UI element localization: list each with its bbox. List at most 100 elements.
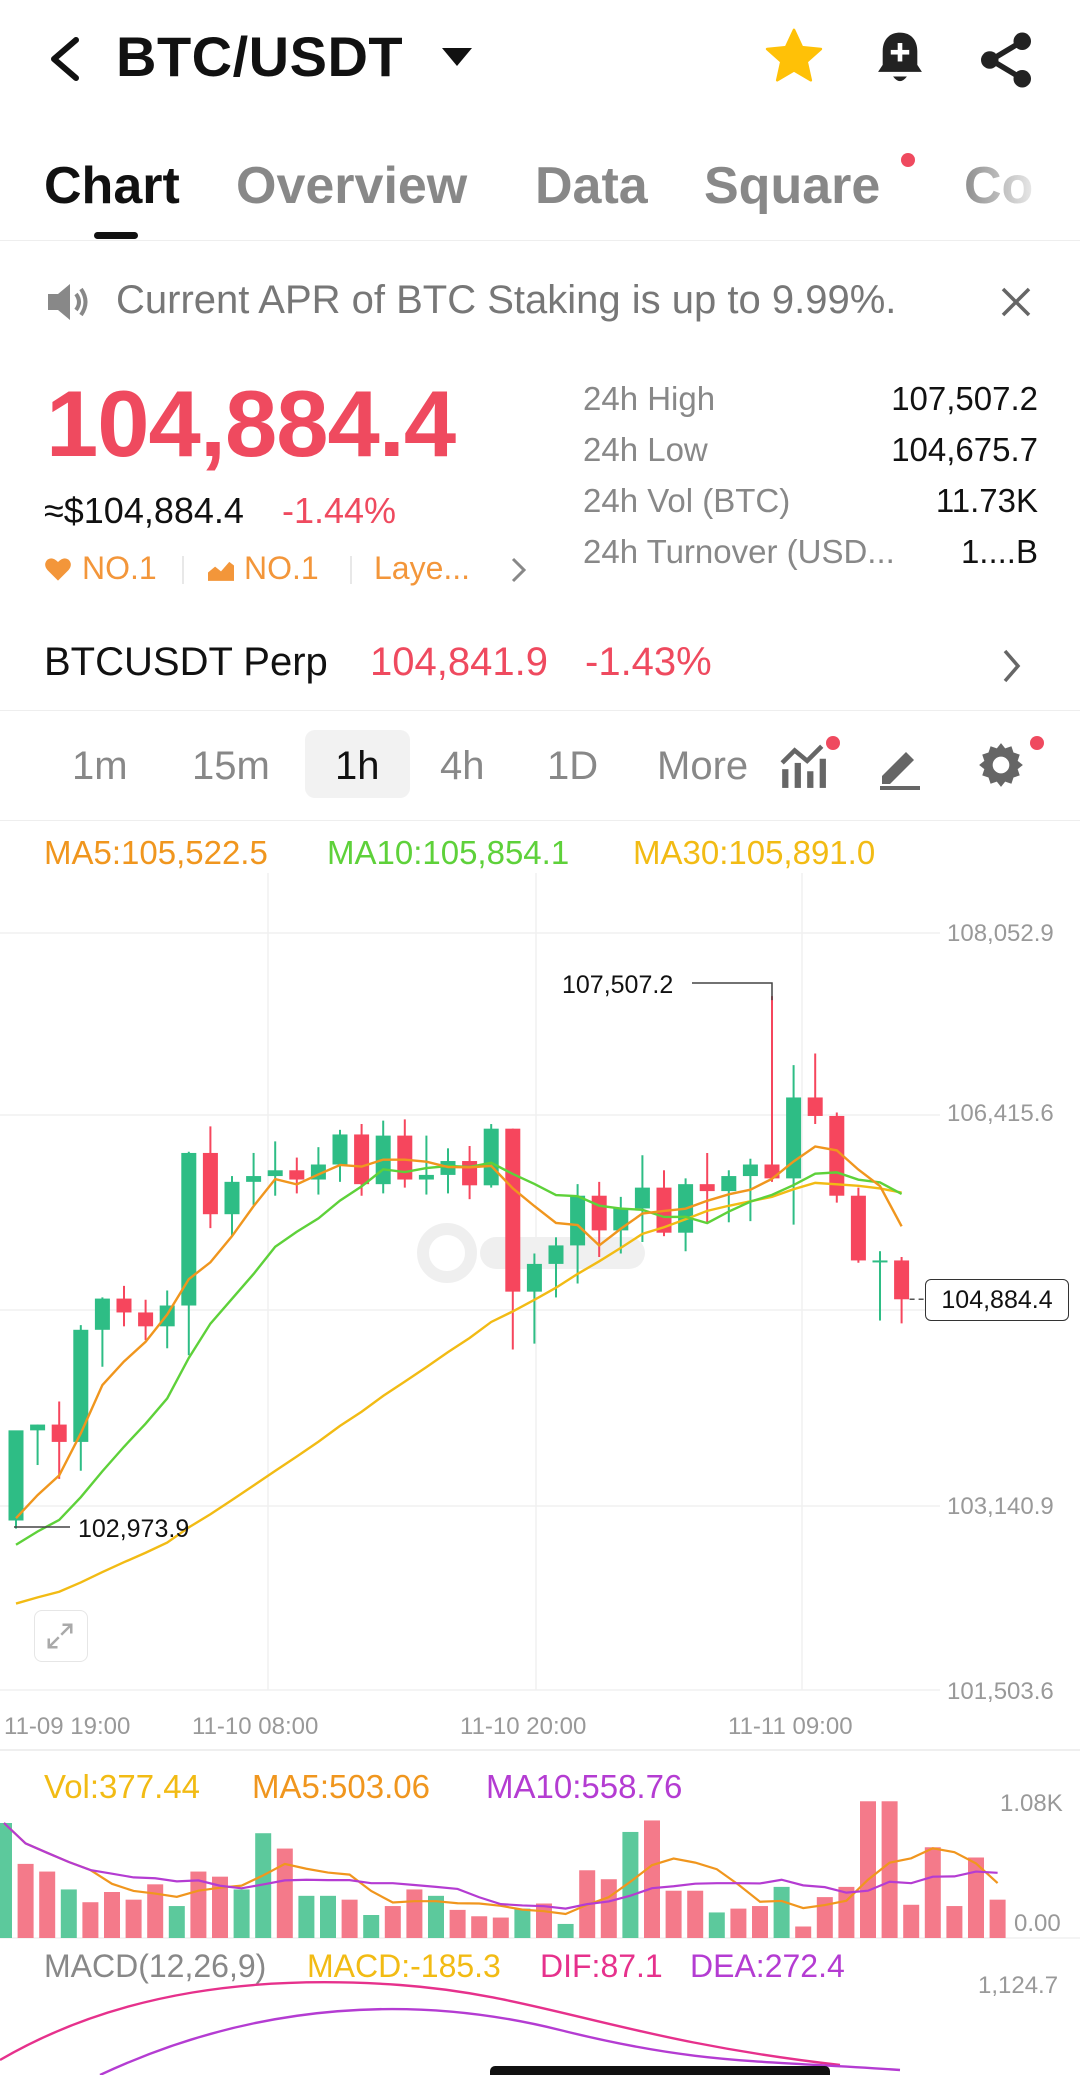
rank-badge-1[interactable]: NO.1 <box>82 550 157 586</box>
candle <box>8 1430 24 1521</box>
tab-square[interactable]: Square <box>704 157 881 215</box>
interval-4h[interactable]: 4h <box>440 744 485 788</box>
candle <box>30 1424 46 1431</box>
volume-bar <box>816 1897 833 1938</box>
candle <box>224 1181 240 1215</box>
fullscreen-button[interactable] <box>34 1610 88 1662</box>
interval-15m[interactable]: 15m <box>192 744 270 788</box>
volume-bar <box>881 1801 898 1938</box>
volume-bar <box>795 1926 812 1938</box>
volume-bar <box>125 1899 142 1938</box>
vol-ma10-line <box>3 1822 998 1910</box>
y-axis-label: 106,415.6 <box>947 1100 1054 1127</box>
interval-bar: 1m 15m 1h 4h 1D More <box>0 720 1080 821</box>
candle <box>634 1187 650 1209</box>
interval-1h[interactable]: 1h <box>335 744 380 788</box>
dea-value: DEA:272.4 <box>690 1948 845 1984</box>
candle <box>462 1161 478 1186</box>
active-tab-indicator <box>94 232 138 239</box>
back-arrow-icon[interactable] <box>42 34 86 84</box>
close-icon[interactable] <box>1000 286 1032 318</box>
interval-active-bg <box>305 730 410 798</box>
volume-bar <box>644 1820 660 1938</box>
ma30-legend: MA30:105,891.0 <box>633 834 876 871</box>
stat-value: 107,507.2 <box>891 380 1038 417</box>
candle <box>505 1128 521 1292</box>
chevron-right-icon[interactable] <box>1000 646 1024 686</box>
volume-bar <box>212 1876 228 1938</box>
perp-name: BTCUSDT Perp <box>44 640 328 684</box>
volume-bar <box>190 1871 207 1938</box>
candle <box>483 1128 499 1186</box>
volume-bar <box>60 1889 77 1938</box>
volume-bar <box>255 1833 272 1938</box>
ma10-legend: MA10:105,854.1 <box>327 834 570 871</box>
announcement-banner[interactable]: Current APR of BTC Staking is up to 9.99… <box>0 262 1080 342</box>
perp-change: -1.43% <box>585 640 712 684</box>
tab-chart[interactable]: Chart <box>44 157 180 215</box>
interval-1m[interactable]: 1m <box>72 744 128 788</box>
tab-data[interactable]: Data <box>535 157 648 215</box>
tab-overview[interactable]: Overview <box>236 157 468 215</box>
vol-axis-label: 0.00 <box>1014 1910 1061 1937</box>
candle <box>267 1170 283 1177</box>
caret-down-icon[interactable] <box>440 46 474 68</box>
volume-bar <box>860 1801 876 1938</box>
stat-row: 24h Turnover (USD... 1....B <box>583 533 1038 583</box>
candle <box>526 1263 542 1292</box>
volume-bar <box>514 1908 531 1938</box>
notification-dot <box>826 736 840 750</box>
bell-plus-icon[interactable] <box>872 28 928 88</box>
speaker-icon <box>48 284 88 320</box>
chevron-right-icon[interactable] <box>508 555 530 585</box>
candle <box>829 1115 845 1196</box>
share-icon[interactable] <box>976 30 1036 90</box>
candle <box>764 1164 780 1179</box>
volume-bar <box>536 1903 552 1938</box>
main-tabs: Chart Overview Data Square Co <box>0 140 1080 241</box>
candle <box>51 1424 67 1442</box>
volume-bar <box>492 1917 509 1938</box>
stat-row: 24h High 107,507.2 <box>583 380 1038 430</box>
draw-pencil-icon[interactable] <box>876 742 924 790</box>
perp-row[interactable]: BTCUSDT Perp 104,841.9 -1.43% <box>0 620 1080 711</box>
notification-dot <box>901 153 915 167</box>
pair-title[interactable]: BTC/USDT <box>116 25 404 88</box>
dif-line <box>0 1981 841 2067</box>
candle <box>418 1174 434 1180</box>
settings-gear-icon[interactable] <box>976 740 1026 790</box>
volume-bar <box>968 1857 984 1938</box>
last-price: 104,884.4 <box>46 371 456 476</box>
last-price-tag[interactable]: 104,884.4 <box>925 1279 1069 1321</box>
star-icon[interactable] <box>762 26 826 88</box>
volume-bar <box>989 1899 1006 1938</box>
vol-legend: Vol:377.44 <box>44 1768 200 1805</box>
volume-bar <box>687 1890 704 1938</box>
candle <box>202 1152 218 1215</box>
candle <box>397 1135 413 1180</box>
y-axis-label: 108,052.9 <box>947 920 1054 947</box>
indicator-icon[interactable] <box>778 740 828 790</box>
candle <box>332 1134 348 1165</box>
expand-icon <box>47 1623 73 1649</box>
interval-1d[interactable]: 1D <box>547 744 599 788</box>
volume-bar <box>341 1899 358 1938</box>
x-axis-label: 11-10 08:00 <box>192 1713 319 1740</box>
rank-badge-2[interactable]: NO.1 <box>244 550 319 586</box>
volume-bar <box>752 1906 768 1938</box>
y-axis-label: 103,140.9 <box>947 1493 1054 1520</box>
volume-bar <box>838 1886 855 1938</box>
volume-bar <box>471 1916 488 1938</box>
volume-bar <box>946 1906 963 1938</box>
candle <box>699 1184 715 1192</box>
candle <box>289 1170 305 1180</box>
volume-bar <box>39 1871 56 1938</box>
banner-text: Current APR of BTC Staking is up to 9.99… <box>116 278 897 322</box>
stat-label: 24h Vol (BTC) <box>583 482 791 519</box>
interval-more[interactable]: More <box>657 744 749 788</box>
price-chart[interactable] <box>0 870 1080 2075</box>
volume-bar <box>903 1904 920 1938</box>
candle <box>591 1195 607 1231</box>
volume-bar <box>449 1909 466 1938</box>
category-badge[interactable]: Laye... <box>374 550 471 586</box>
